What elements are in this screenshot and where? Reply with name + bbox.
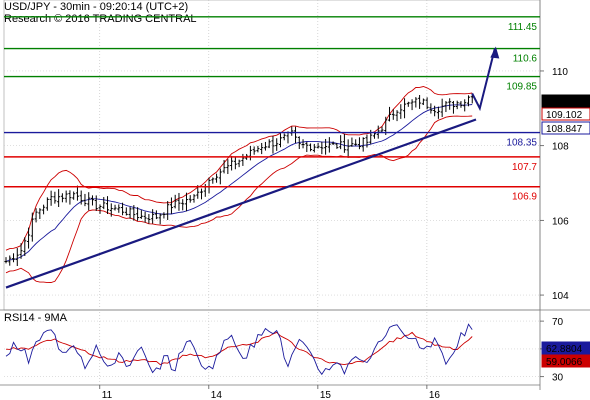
rsi-ma-line <box>5 331 473 366</box>
x-tick-label: 16 <box>429 390 441 400</box>
rsi-box-1 <box>541 354 590 368</box>
y-tick-label: 104 <box>552 291 569 302</box>
x-tick-label: 11 <box>102 390 113 400</box>
level-label-107-7: 107.7 <box>512 162 537 173</box>
projection-arrow <box>471 48 496 112</box>
rsi-box-label-0: 62.8804 <box>546 344 583 355</box>
rsi-y-tick-label: 30 <box>552 373 564 384</box>
trendline <box>5 118 477 289</box>
projection-arrow-head <box>490 46 500 59</box>
price-box-0 <box>541 94 590 108</box>
bollinger-lower-line <box>5 115 473 284</box>
price-box-label-1: 109.102 <box>546 110 583 121</box>
price-box-1 <box>541 107 590 121</box>
y-tick-label: 110 <box>552 67 568 78</box>
level-label-111-45: 111.45 <box>508 22 538 33</box>
level-label-106-9: 106.9 <box>512 192 537 203</box>
rsi-y-tick-label: 70 <box>552 317 564 328</box>
level-label-110-6: 110.6 <box>513 54 538 65</box>
x-tick-label: 15 <box>320 390 332 400</box>
level-label-109-85: 109.85 <box>506 82 537 93</box>
x-tick-label: 14 <box>211 390 223 400</box>
chart-title: USD/JPY - 30min - 09:20:14 (UTC+2) <box>4 1 189 13</box>
research-credit: Research © 2016 TRADING CENTRAL <box>4 13 197 25</box>
rsi-box-label-1: 59.0066 <box>546 357 583 368</box>
level-label-108-35: 108.35 <box>506 138 537 149</box>
rsi-line <box>5 323 473 376</box>
bollinger-upper-line <box>5 86 473 251</box>
y-tick-label: 106 <box>552 216 569 227</box>
price-box-2 <box>541 121 590 135</box>
price-box-label-2: 108.847 <box>546 124 583 135</box>
y-tick-label: 108 <box>552 142 569 153</box>
rsi-box-0 <box>541 341 590 355</box>
moving-average-line <box>5 104 473 262</box>
price-box-label-0: 109.379 <box>546 97 583 108</box>
